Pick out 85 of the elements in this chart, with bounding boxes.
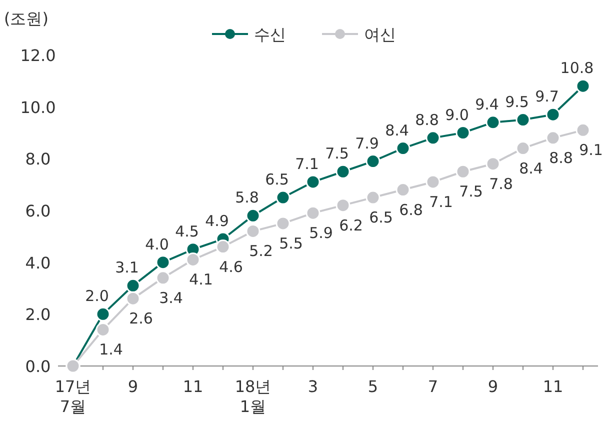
data-label: 9.5 [505,92,529,111]
y-tick-label: 10.0 [20,98,56,117]
data-label: 2.6 [129,310,153,328]
point [276,190,290,205]
y-tick-label: 0.0 [25,357,51,376]
y-tick-label: 8.0 [25,150,51,169]
point [306,206,320,220]
data-label: 7.5 [325,144,349,163]
data-label: 2.0 [85,287,109,306]
point [366,190,380,205]
data-label: 7.9 [355,134,379,152]
data-label: 4.0 [145,235,169,254]
point [96,322,110,337]
point [456,126,470,140]
y-axis-title: (조원) [4,9,48,28]
x-tick-label: 3 [308,377,318,396]
point [516,112,530,128]
x-tick-label: 17년 7월 [54,377,92,416]
data-label: 5.5 [279,234,303,252]
point [426,174,440,190]
x-tick-label: 9 [128,377,138,396]
data-label: 7.1 [295,154,319,173]
point [156,270,170,286]
point [96,306,110,322]
data-label: 9.1 [579,141,603,160]
data-label: 1.4 [99,340,123,359]
data-label: 7.5 [459,182,483,201]
data-label: 5.9 [309,224,333,242]
point [546,107,560,122]
point [336,198,350,213]
data-label: 9.0 [445,106,469,124]
point [546,130,560,146]
data-label: 6.5 [265,170,289,189]
data-label: 3.4 [159,288,183,307]
data-label: 4.9 [205,212,229,230]
data-label: 7.1 [429,192,453,211]
data-label: 9.7 [535,88,559,106]
y-tick-label: 2.0 [25,305,51,324]
data-label: 10.8 [560,59,594,78]
point [486,156,500,172]
data-label: 5.8 [235,188,259,207]
y-tick-label: 12.0 [20,46,56,65]
point [456,164,470,179]
data-label: 8.4 [519,159,543,178]
point [486,115,500,130]
data-label: 6.8 [399,200,423,219]
data-label: 8.8 [549,148,573,167]
point [306,174,320,190]
point [156,255,170,270]
y-tick-label: 4.0 [25,253,51,272]
point [516,141,530,156]
point [426,130,440,146]
point [186,252,200,267]
x-tick-label: 11 [182,377,204,396]
point [576,122,590,138]
data-label: 9.4 [475,95,499,114]
x-tick-label: 9 [488,377,498,396]
legend-label: 여신 [364,25,396,44]
legend-label: 수신 [254,25,286,44]
point [126,278,140,293]
point [366,154,380,169]
point [246,224,260,238]
point [396,182,410,198]
data-label: 4.6 [219,258,243,276]
point [216,240,230,254]
point [396,141,410,156]
x-tick-label: 5 [368,377,378,396]
data-label: 6.5 [369,208,393,227]
data-label: 8.8 [415,110,439,129]
point [276,216,290,231]
point [126,291,140,306]
point [246,208,260,223]
data-label: 7.8 [489,174,513,193]
data-label: 8.4 [385,121,409,140]
data-label: 4.5 [175,222,199,240]
data-label: 3.1 [115,258,139,277]
x-tick-label: 11 [542,377,564,396]
x-tick-label: 7 [428,377,438,396]
point [336,164,350,179]
data-label: 6.2 [339,216,363,234]
y-tick-label: 6.0 [25,202,51,220]
data-label: 4.1 [189,270,213,289]
x-tick-label: 18년 1월 [234,377,272,416]
data-label: 5.2 [249,242,273,260]
point [576,78,590,94]
